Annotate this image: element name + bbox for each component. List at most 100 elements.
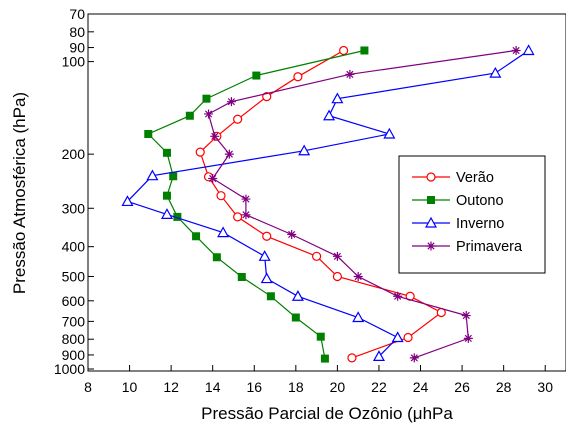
legend-box (398, 155, 546, 274)
series-line (207, 49, 517, 359)
data-point (287, 229, 297, 239)
data-point (195, 147, 205, 157)
data-point (291, 290, 304, 301)
y-tick-label: 80 (69, 24, 85, 40)
x-axis-title: Pressão Parcial de Ozônio (μhPa (201, 404, 453, 423)
data-point (144, 130, 153, 139)
data-point (383, 127, 396, 139)
data-point (217, 226, 230, 238)
legend-item: Inverno (412, 216, 504, 232)
data-point (252, 71, 261, 80)
data-point (409, 353, 419, 363)
y-tick-label: 900 (62, 347, 86, 363)
x-tick-label: 22 (371, 379, 387, 395)
legend-marker (426, 241, 436, 251)
data-point (204, 109, 214, 119)
data-point (339, 45, 349, 56)
data-point (360, 46, 369, 55)
legend-label: Outono (456, 193, 504, 209)
data-point (146, 169, 159, 181)
data-point (233, 114, 243, 124)
data-point (489, 66, 502, 78)
x-tick-label: 28 (496, 379, 512, 395)
x-tick-label: 16 (246, 379, 262, 395)
series-inverno (121, 44, 535, 362)
legend-marker (427, 196, 435, 204)
data-point (212, 253, 221, 262)
series-verão (195, 45, 446, 363)
data-point (522, 44, 535, 56)
data-point (293, 72, 303, 82)
y-tick-label: 400 (62, 239, 86, 255)
y-tick-label: 500 (62, 268, 86, 284)
x-tick-label: 12 (163, 379, 179, 395)
data-point (241, 210, 251, 220)
data-point (185, 111, 194, 120)
data-point (403, 332, 413, 343)
data-point (216, 191, 226, 201)
data-point (224, 149, 234, 159)
y-tick-label: 70 (69, 6, 85, 22)
data-point (353, 271, 363, 281)
data-point (461, 311, 471, 321)
x-tick-label: 18 (288, 379, 304, 395)
data-point (320, 354, 329, 363)
data-point (323, 109, 336, 121)
y-tick-label: 200 (62, 146, 86, 162)
x-tick-label: 10 (122, 379, 138, 395)
data-point (241, 194, 251, 204)
legend-label: Inverno (456, 216, 504, 232)
x-tick-label: 14 (205, 379, 221, 395)
y-tick-label: 600 (62, 293, 86, 309)
data-point (511, 45, 521, 55)
series-outono (144, 46, 369, 363)
data-point (393, 291, 403, 301)
data-point (347, 353, 357, 363)
data-point (192, 232, 201, 241)
legend-label: Primavera (456, 239, 523, 255)
data-point (266, 292, 275, 301)
data-point (260, 272, 273, 284)
data-point (331, 92, 344, 104)
data-point (312, 251, 322, 261)
y-axis-title: Pressão Atmosférica (hPa) (10, 92, 29, 294)
data-point (210, 131, 220, 141)
y-tick-label: 90 (69, 40, 85, 56)
legend: Verão Outono Inverno Primavera (398, 155, 546, 274)
data-point (345, 69, 355, 79)
legend-item: Outono (412, 193, 504, 209)
y-tick-label: 700 (62, 313, 86, 329)
data-point (463, 333, 473, 343)
data-point (298, 144, 311, 156)
data-point (332, 251, 342, 261)
data-point (237, 273, 246, 282)
legend-label: Verão (456, 170, 494, 186)
x-tick-label: 8 (84, 379, 92, 395)
data-point (262, 231, 272, 241)
series-layer (121, 44, 535, 363)
y-tick-label: 100 (62, 54, 86, 70)
y-tick-label: 800 (62, 331, 86, 347)
data-point (202, 94, 211, 103)
legend-item: Verão (412, 170, 494, 186)
series-line (147, 49, 365, 359)
data-point (162, 191, 171, 200)
legend-item: Primavera (412, 239, 523, 255)
y-tick-label: 300 (62, 200, 86, 216)
data-point (121, 195, 134, 207)
data-point (226, 97, 236, 107)
data-point (316, 332, 325, 341)
data-point (258, 250, 271, 261)
data-point (291, 313, 300, 322)
data-point (262, 92, 272, 102)
data-point (162, 148, 171, 157)
series-primavera (204, 45, 521, 363)
legend-marker (424, 216, 438, 228)
x-tick-label: 20 (330, 379, 346, 395)
legend-marker (426, 172, 436, 182)
series-line (126, 50, 529, 357)
data-point (160, 208, 173, 219)
